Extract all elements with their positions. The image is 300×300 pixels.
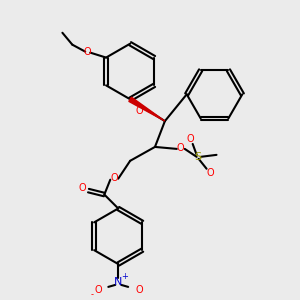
Text: O: O: [94, 285, 102, 295]
Text: O: O: [135, 285, 143, 295]
Text: O: O: [177, 143, 184, 153]
Text: O: O: [83, 46, 91, 57]
Text: S: S: [194, 152, 201, 162]
Text: N: N: [114, 277, 122, 287]
Text: O: O: [207, 168, 214, 178]
Text: O: O: [187, 134, 194, 144]
Text: O: O: [110, 173, 118, 183]
Text: O: O: [136, 106, 143, 116]
Text: O: O: [79, 183, 86, 193]
Polygon shape: [129, 97, 165, 121]
Text: +: +: [121, 272, 128, 281]
Text: -: -: [91, 290, 94, 299]
